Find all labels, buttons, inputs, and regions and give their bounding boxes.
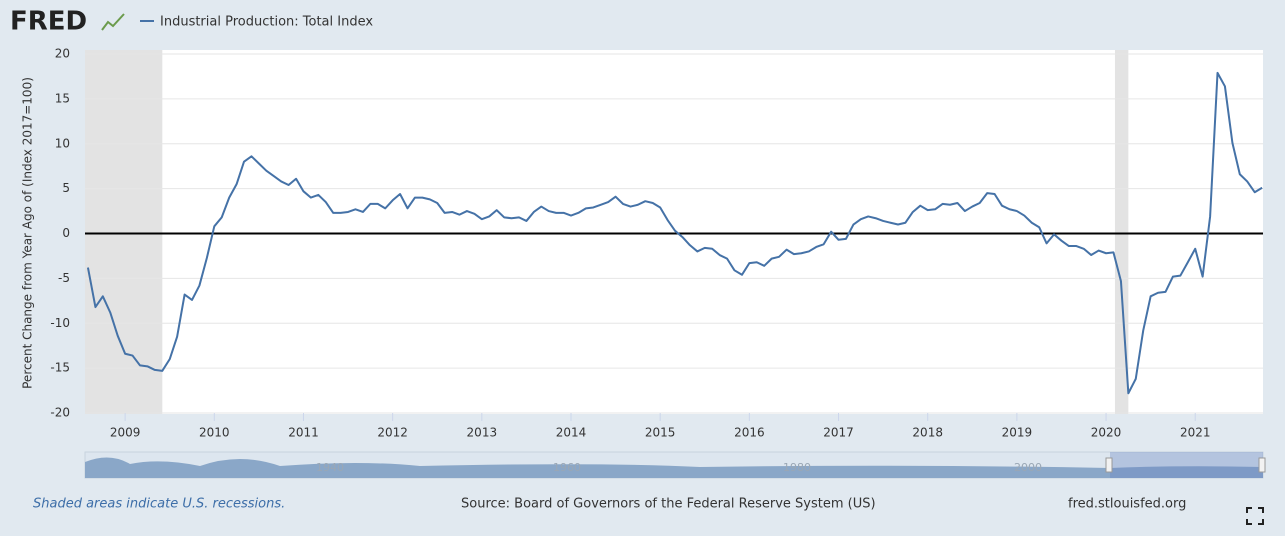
x-tick-label: 2010	[199, 426, 230, 440]
x-tick-label: 2020	[1091, 426, 1122, 440]
x-tick-label: 2017	[823, 426, 854, 440]
source: Source: Board of Governors of the Federa…	[461, 497, 876, 512]
x-tick-label: 2011	[288, 426, 319, 440]
navigator-area	[85, 457, 1263, 478]
navigator-label: 1960	[553, 461, 581, 474]
x-tick-label: 2014	[556, 426, 587, 440]
y-tick-label: -20	[50, 406, 70, 420]
series-line	[86, 71, 1263, 395]
plot-area	[85, 50, 1263, 414]
y-tick-label: 5	[62, 181, 70, 195]
x-tick-label: 2015	[645, 426, 676, 440]
x-tick-label: 2019	[1002, 426, 1033, 440]
recession-band	[85, 50, 163, 414]
plot: -20 -15 -10 -5 0 5 10 15 20 2009 2010 2011 2012 2013 2…	[50, 47, 1263, 440]
recession-note: Shaded areas indicate U.S. recessions.	[33, 497, 285, 512]
logo[interactable]: FRED	[10, 7, 87, 37]
y-tick-label: -5	[58, 271, 70, 285]
logo-icon	[101, 13, 125, 31]
navigator-label: 2000	[1014, 461, 1042, 474]
y-tick-label: 15	[55, 91, 70, 105]
x-tick-label: 2016	[734, 426, 765, 440]
navigator-label: 1940	[316, 461, 344, 474]
x-tick-label: 2012	[377, 426, 408, 440]
fullscreen-button[interactable]	[1246, 507, 1264, 525]
y-tick-label: 10	[55, 136, 70, 150]
navigator-handle[interactable]	[1105, 457, 1113, 473]
x-tick-label: 2009	[110, 426, 141, 440]
navigator-selection[interactable]	[1110, 452, 1263, 478]
y-tick-label: 20	[55, 47, 70, 61]
site-link[interactable]: fred.stlouisfed.org	[1068, 497, 1186, 512]
y-tick-label: 0	[62, 226, 70, 240]
x-tick-label: 2013	[467, 426, 498, 440]
legend-label[interactable]: Industrial Production: Total Index	[160, 15, 373, 30]
y-tick-label: -15	[50, 361, 70, 375]
navigator-handle[interactable]	[1258, 457, 1266, 473]
navigator-label: 1980	[783, 461, 811, 474]
navigator[interactable]: 1940 1960 1980 2000	[84, 451, 1266, 479]
x-tick-label: 2021	[1180, 426, 1211, 440]
x-tick-label: 2018	[912, 426, 943, 440]
y-axis-label: Percent Change from Year Ago of (Index 2…	[21, 77, 35, 389]
y-tick-label: -10	[50, 316, 70, 330]
